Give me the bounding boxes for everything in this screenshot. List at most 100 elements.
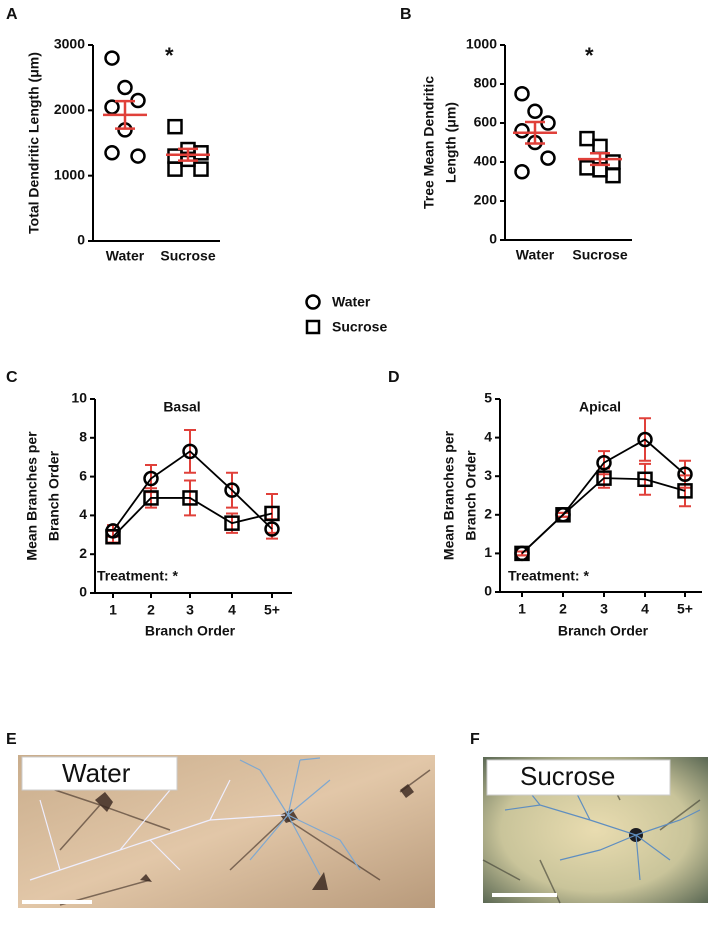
- x-tick-label: 5+: [264, 602, 280, 618]
- y-tick-label: 400: [474, 153, 498, 169]
- y-axis-label: Length (μm): [443, 102, 459, 183]
- annotation: Treatment: *: [508, 568, 589, 584]
- x-tick-label: 4: [641, 601, 649, 617]
- marker: [104, 50, 120, 66]
- series-line: [112, 497, 273, 538]
- marker: [167, 118, 183, 135]
- y-tick-label: 4: [79, 506, 87, 522]
- image-label: Water: [62, 758, 131, 788]
- marker: [605, 167, 621, 184]
- annotation: *: [165, 43, 174, 68]
- marker: [637, 431, 653, 448]
- marker: [182, 490, 198, 506]
- tracing-white: [29, 779, 286, 881]
- y-axis-label: Tree Mean Dendritic: [421, 76, 437, 209]
- x-tick-label: Water: [516, 247, 555, 263]
- y-tick-label: 2: [79, 545, 87, 561]
- panel-letter: A: [6, 6, 18, 23]
- marker: [596, 454, 612, 471]
- y-tick-label: 600: [474, 114, 498, 130]
- x-tick-label: 2: [559, 601, 567, 617]
- legend-label: Water: [332, 294, 371, 310]
- dendrites: [39, 769, 431, 906]
- marker: [117, 79, 133, 96]
- marker: [182, 443, 198, 460]
- marker: [514, 164, 530, 180]
- y-tick-label: 3000: [54, 36, 85, 52]
- marker: [527, 103, 543, 120]
- chart-title: Basal: [163, 399, 200, 415]
- marker: [555, 507, 571, 523]
- marker: [637, 471, 653, 488]
- panel-letter: E: [6, 731, 17, 748]
- marker: [514, 123, 530, 139]
- y-tick-label: 800: [474, 75, 498, 91]
- legend-label: Sucrose: [332, 319, 387, 335]
- error-bar: [525, 120, 545, 145]
- y-tick-label: 0: [484, 583, 492, 599]
- x-tick-label: 1: [109, 602, 117, 618]
- marker: [224, 482, 240, 498]
- y-axis-label: Total Dendritic Length (μm): [26, 52, 42, 234]
- label-box: [21, 756, 178, 791]
- marker: [592, 138, 608, 155]
- y-tick-label: 2: [484, 506, 492, 522]
- y-tick-label: 2000: [54, 101, 85, 117]
- y-tick-label: 10: [71, 390, 87, 406]
- dendrites: [482, 759, 701, 904]
- micrograph-f: F Sucrose: [470, 731, 708, 904]
- marker: [167, 161, 183, 177]
- x-tick-label: 3: [186, 602, 194, 618]
- marker: [579, 130, 595, 147]
- tracing-blue: [239, 757, 361, 876]
- y-axis-label: Mean Branches per: [441, 430, 457, 560]
- panel-letter: B: [400, 6, 412, 23]
- y-tick-label: 8: [79, 429, 87, 445]
- tracing-blue: [504, 779, 701, 881]
- marker: [224, 515, 240, 531]
- marker: [264, 505, 280, 522]
- y-tick-label: 3: [484, 467, 492, 483]
- y-tick-label: 1: [484, 544, 492, 560]
- y-tick-label: 0: [79, 584, 87, 600]
- marker: [514, 86, 530, 102]
- y-axis-label: Branch Order: [46, 450, 62, 541]
- marker: [264, 521, 280, 537]
- y-tick-label: 5: [484, 390, 492, 406]
- chart-title: Apical: [579, 399, 621, 415]
- image-label: Sucrose: [520, 761, 615, 791]
- annotation: Treatment: *: [97, 568, 178, 584]
- chart-dot: B Tree Mean Dendritic Length (μm) 0 200 400 60…: [400, 6, 632, 263]
- x-tick-label: 5+: [677, 601, 693, 617]
- chart-dot: A Total Dendritic Length (μm) 0 1000 2000 300…: [6, 6, 220, 264]
- series-line: [112, 450, 273, 532]
- marker: [104, 99, 120, 115]
- x-tick-label: 3: [600, 601, 608, 617]
- chart-line: D Mean Branches per Branch Order 0 1 2 3 4 5 1 2 3 4…: [388, 369, 702, 639]
- y-tick-label: 200: [474, 192, 498, 208]
- marker: [579, 160, 595, 176]
- marker: [540, 150, 556, 166]
- y-tick-label: 0: [77, 232, 85, 248]
- panel-letter: F: [470, 731, 480, 748]
- x-tick-label: Sucrose: [160, 248, 215, 264]
- x-tick-label: 2: [147, 602, 155, 618]
- error-bar: [590, 151, 610, 167]
- legend: Water Sucrose: [305, 294, 387, 335]
- label-box: [486, 759, 671, 796]
- x-axis-label: Branch Order: [558, 623, 649, 639]
- legend-marker: [305, 319, 321, 335]
- panel-letter: D: [388, 369, 400, 386]
- marker: [605, 154, 621, 170]
- y-axis-label: Branch Order: [463, 450, 479, 541]
- marker: [596, 470, 612, 486]
- x-tick-label: 1: [518, 601, 526, 617]
- y-tick-label: 0: [489, 231, 497, 247]
- marker: [193, 161, 209, 177]
- marker: [677, 466, 693, 483]
- y-tick-label: 1000: [466, 36, 497, 52]
- marker: [143, 490, 159, 506]
- legend-marker: [305, 294, 321, 310]
- y-tick-label: 6: [79, 467, 87, 483]
